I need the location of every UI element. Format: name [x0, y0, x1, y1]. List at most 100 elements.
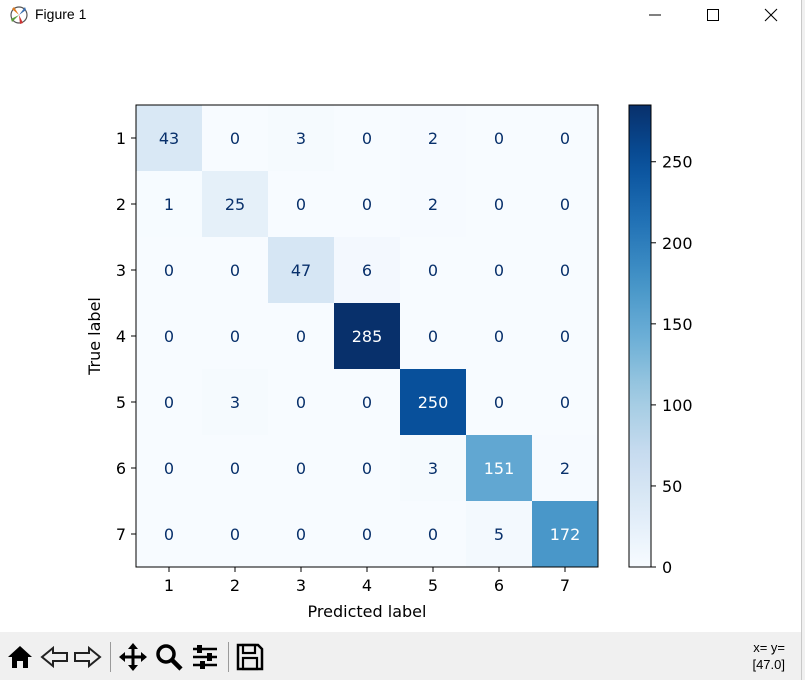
heatmap-cell [136, 369, 202, 435]
cell-value-label: 0 [362, 195, 372, 214]
cell-value-label: 0 [560, 195, 570, 214]
cell-value-label: 2 [428, 129, 438, 148]
cell-value-label: 47 [291, 261, 311, 280]
maximize-icon [707, 9, 719, 21]
minimize-icon [649, 14, 661, 16]
cell-value-label: 0 [230, 327, 240, 346]
y-tick-label: 6 [116, 459, 126, 478]
heatmap-cell [136, 435, 202, 501]
x-axis-label: Predicted label [308, 602, 427, 621]
x-tick-label: 3 [296, 576, 306, 595]
forward-icon [74, 645, 102, 669]
heatmap-cell [466, 105, 532, 171]
x-tick-label: 2 [230, 576, 240, 595]
zoom-button[interactable] [154, 642, 184, 672]
pan-icon [119, 643, 147, 671]
colorbar-tick-label: 150 [662, 315, 693, 334]
minimize-button[interactable] [626, 0, 684, 30]
zoom-icon [156, 644, 183, 671]
y-tick-label: 3 [116, 261, 126, 280]
cell-value-label: 0 [164, 327, 174, 346]
heatmap-cell [400, 369, 466, 435]
heatmap-cell [532, 435, 598, 501]
cell-value-label: 0 [560, 327, 570, 346]
y-tick-label: 5 [116, 393, 126, 412]
colorbar-tick-label: 0 [662, 558, 672, 577]
heatmap-cell [532, 105, 598, 171]
heatmap-cell [400, 501, 466, 567]
heatmap-cell [202, 171, 268, 237]
heatmap-cell [268, 435, 334, 501]
heatmap-cell [268, 237, 334, 303]
home-button[interactable] [5, 642, 35, 672]
forward-button[interactable] [72, 642, 102, 672]
heatmap-cell [532, 369, 598, 435]
back-button[interactable] [40, 642, 70, 672]
heatmap-cell [400, 171, 466, 237]
heatmap-cell [532, 303, 598, 369]
figure-canvas[interactable]: 43 0 3 0 2 0 0 1 25 0 0 2 0 0 0 0 47 6 0 0 0 0 0 0 285 0 0 0 0 3 0 0 250… [0, 30, 801, 632]
heatmap-cell [136, 171, 202, 237]
heatmap-cell [334, 435, 400, 501]
save-icon [236, 643, 264, 671]
heatmap-cell [202, 501, 268, 567]
back-icon [40, 645, 68, 669]
heatmap-cell [466, 303, 532, 369]
cell-value-label: 3 [296, 129, 306, 148]
heatmap-cell [334, 171, 400, 237]
window-titlebar: Figure 1 [0, 0, 805, 30]
y-tick-label: 2 [116, 195, 126, 214]
cell-value-label: 0 [494, 393, 504, 412]
cell-value-label: 0 [494, 195, 504, 214]
cell-value-label: 0 [296, 195, 306, 214]
x-tick-label: 6 [494, 576, 504, 595]
cell-value-label: 25 [225, 195, 245, 214]
coords-line-2: [47.0] [752, 657, 785, 672]
window-title: Figure 1 [35, 6, 87, 22]
cell-value-label: 0 [362, 129, 372, 148]
cell-value-label: 0 [428, 525, 438, 544]
matplotlib-app-icon [8, 4, 30, 26]
coords-line-1: x= y= [753, 640, 785, 655]
confusion-matrix-chart: 43 0 3 0 2 0 01 25 0 0 2 0 00 0 47 6 0 0 00 0 0 285 0 0 00 3 0 0 250… [85, 104, 693, 621]
heatmap-cell [202, 105, 268, 171]
y-tick-label: 4 [116, 327, 126, 346]
heatmap-cell [268, 303, 334, 369]
toolbar-separator [110, 642, 111, 672]
x-tick-label: 5 [428, 576, 438, 595]
cell-value-label: 285 [352, 327, 383, 346]
y-tick-label: 1 [116, 129, 126, 148]
cell-value-label: 0 [164, 459, 174, 478]
cell-value-label: 151 [484, 459, 515, 478]
configure-subplots-button[interactable] [190, 642, 220, 672]
heatmap-cell [532, 171, 598, 237]
heatmap-cell [268, 171, 334, 237]
heatmap-cell [400, 435, 466, 501]
heatmap-cell [466, 237, 532, 303]
cell-value-label: 3 [230, 393, 240, 412]
configure-subplots-icon [193, 645, 217, 669]
cell-value-label: 0 [230, 459, 240, 478]
heatmap-cell [268, 105, 334, 171]
close-icon [764, 8, 778, 22]
heatmap-cell [136, 237, 202, 303]
pan-button[interactable] [118, 642, 148, 672]
cell-value-label: 0 [428, 261, 438, 280]
save-button[interactable] [235, 642, 265, 672]
cell-value-label: 250 [418, 393, 449, 412]
cell-value-label: 1 [164, 195, 174, 214]
close-button[interactable] [742, 0, 800, 30]
cell-value-label: 0 [494, 129, 504, 148]
cell-value-label: 0 [560, 129, 570, 148]
heatmap-cell [400, 237, 466, 303]
heatmap-cell [136, 105, 202, 171]
y-axis-label: True label [85, 297, 104, 376]
toolbar-separator [228, 642, 229, 672]
colorbar-tick-label: 50 [662, 477, 682, 496]
heatmap-cell [268, 369, 334, 435]
heatmap-cell [466, 435, 532, 501]
x-tick-label: 1 [164, 576, 174, 595]
maximize-button[interactable] [684, 0, 742, 30]
cell-value-label: 0 [296, 525, 306, 544]
cell-value-label: 0 [296, 327, 306, 346]
